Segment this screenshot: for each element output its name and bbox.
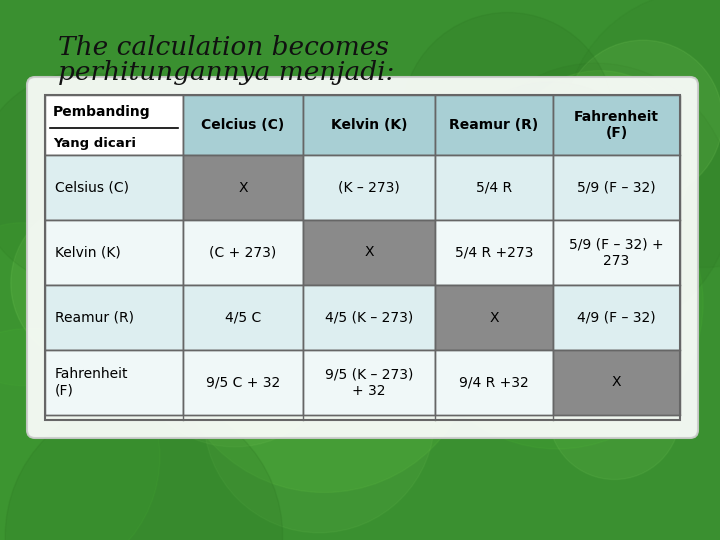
Circle shape [564,40,720,199]
Text: 4/5 C: 4/5 C [225,310,261,325]
Text: (K – 273): (K – 273) [338,180,400,194]
Circle shape [508,71,690,253]
Bar [45,350,183,415]
Text: Reamur (R): Reamur (R) [449,118,539,132]
Bar [45,95,183,155]
Bar [435,155,553,220]
FancyBboxPatch shape [27,77,698,438]
Bar [553,155,680,220]
Circle shape [11,200,176,366]
Bar [183,155,303,220]
Circle shape [338,101,615,377]
Text: Pembanding: Pembanding [53,105,150,119]
Text: 4/5 (K – 273): 4/5 (K – 273) [325,310,413,325]
Circle shape [0,328,160,540]
Circle shape [5,397,283,540]
Text: Yang dicari: Yang dicari [53,137,136,150]
Text: X: X [490,310,499,325]
Text: 9/5 (K – 273)
+ 32: 9/5 (K – 273) + 32 [325,367,413,397]
Circle shape [402,12,613,224]
Circle shape [460,63,720,335]
Text: 5/4 R +273: 5/4 R +273 [455,246,534,260]
Text: X: X [364,246,374,260]
Bar [303,95,435,155]
Bar [435,350,553,415]
Text: X: X [612,375,621,389]
Bar [303,285,435,350]
Text: Kelvin (K): Kelvin (K) [55,246,121,260]
Circle shape [436,82,666,313]
Text: 5/9 (F – 32) +
273: 5/9 (F – 32) + 273 [570,238,664,268]
Text: Celsius (C): Celsius (C) [55,180,129,194]
Bar [553,285,680,350]
Text: perhitungannya menjadi:: perhitungannya menjadi: [58,60,395,85]
Circle shape [490,242,668,420]
Text: Fahrenheit
(F): Fahrenheit (F) [55,367,128,397]
Bar [183,220,303,285]
Bar [303,220,435,285]
Circle shape [411,157,703,449]
Bar [45,95,680,420]
Bar [553,95,680,155]
Text: 9/5 C + 32: 9/5 C + 32 [206,375,280,389]
Bar [183,350,303,415]
Text: X: X [238,180,248,194]
Circle shape [204,302,435,533]
Text: Kelvin (K): Kelvin (K) [330,118,408,132]
Text: Reamur (R): Reamur (R) [55,310,134,325]
Bar [553,220,680,285]
Text: Celcius (C): Celcius (C) [202,118,284,132]
Circle shape [0,222,104,386]
Bar [435,95,553,155]
Circle shape [127,233,341,447]
Text: Fahrenheit
(F): Fahrenheit (F) [574,110,659,140]
Bar [45,155,183,220]
Bar [435,220,553,285]
Bar [303,155,435,220]
Bar [183,285,303,350]
Text: 5/9 (F – 32): 5/9 (F – 32) [577,180,656,194]
Text: The calculation becomes: The calculation becomes [58,35,389,60]
Circle shape [0,72,189,286]
Text: 4/9 (F – 32): 4/9 (F – 32) [577,310,656,325]
Bar [553,350,680,415]
Text: (C + 273): (C + 273) [210,246,276,260]
Bar [435,285,553,350]
Text: 9/4 R +32: 9/4 R +32 [459,375,529,389]
Bar [183,95,303,155]
Circle shape [564,0,720,268]
Bar [45,220,183,285]
Circle shape [549,348,680,480]
Circle shape [171,187,477,492]
Bar [303,350,435,415]
Text: 5/4 R: 5/4 R [476,180,512,194]
Bar [45,285,183,350]
